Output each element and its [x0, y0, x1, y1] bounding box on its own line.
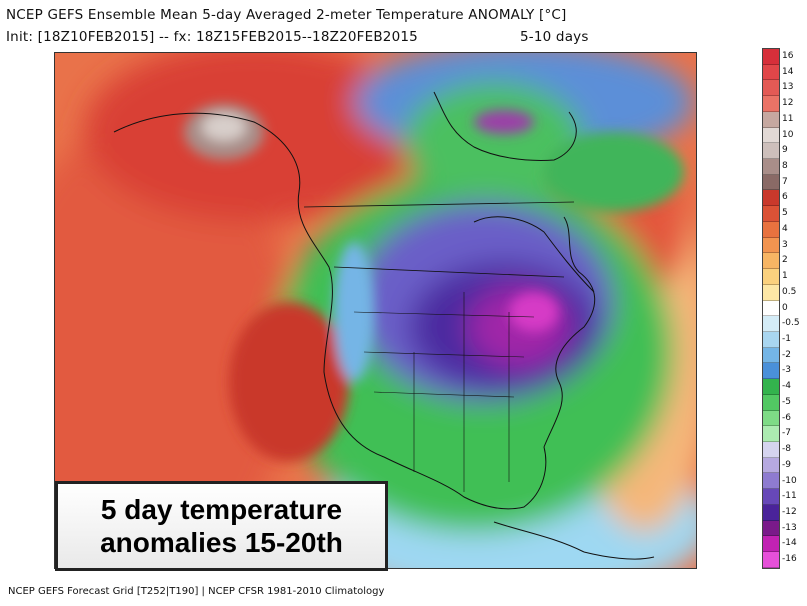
coastlines — [113, 91, 655, 560]
caption-line-1: 5 day temperature — [100, 494, 343, 525]
colorbar-tick-label: -4 — [782, 381, 791, 392]
colorbar-tick-label: -10 — [782, 475, 797, 486]
colorbar-tick-label: -6 — [782, 412, 791, 423]
colorbar-swatch — [763, 96, 779, 112]
colorbar-swatch — [763, 253, 779, 270]
colorbar-swatch — [763, 49, 779, 65]
colorbar-swatch — [763, 269, 779, 285]
colorbar-icon — [762, 48, 780, 569]
colorbar-tick-label: -5 — [782, 396, 791, 407]
colorbar-swatch — [763, 473, 779, 490]
colorbar-swatch — [763, 457, 779, 474]
colorbar-swatch — [763, 489, 779, 505]
colorbar-tick-label: -11 — [782, 491, 797, 502]
colorbar-swatch — [763, 316, 779, 332]
forecast-range: 5-10 days — [520, 29, 589, 45]
colorbar-tick-label: -1 — [782, 333, 791, 344]
map-title: NCEP GEFS Ensemble Mean 5-day Averaged 2… — [6, 7, 567, 23]
colorbar-tick-label: -3 — [782, 365, 791, 376]
colorbar-tick-label: 16 — [782, 50, 794, 61]
colorbar-swatch — [763, 552, 779, 568]
colorbar-tick-label: 6 — [782, 192, 788, 203]
colorbar-swatch — [763, 536, 779, 552]
colorbar-swatch — [763, 80, 779, 97]
init-forecast-text: Init: [18Z10FEB2015] -- fx: 18Z15FEB2015… — [6, 29, 418, 45]
colorbar-swatch — [763, 237, 779, 254]
colorbar-tick-label: 2 — [782, 255, 788, 266]
colorbar-swatch — [763, 426, 779, 442]
colorbar-tick-label: -7 — [782, 428, 791, 439]
colorbar-tick-label: 13 — [782, 82, 794, 93]
colorbar-tick-label: 5 — [782, 208, 788, 219]
colorbar-swatch — [763, 143, 779, 160]
colorbar-swatch — [763, 379, 779, 395]
colorbar-tick-label: -14 — [782, 538, 797, 549]
colorbar-swatch — [763, 347, 779, 364]
colorbar-swatch — [763, 127, 779, 144]
colorbar-tick-label: -0.5 — [782, 318, 800, 329]
colorbar-swatch — [763, 159, 779, 175]
anomaly-field — [54, 52, 697, 569]
colorbar-tick-label: -12 — [782, 506, 797, 517]
colorbar-swatch — [763, 410, 779, 427]
colorbar-tick-label: 7 — [782, 176, 788, 187]
colorbar-tick-label: 9 — [782, 145, 788, 156]
colorbar-tick-label: -9 — [782, 459, 791, 470]
footer-credit: NCEP GEFS Forecast Grid [T252|T190] | NC… — [8, 586, 385, 597]
colorbar-swatch — [763, 284, 779, 301]
colorbar-swatch — [763, 363, 779, 380]
colorbar-swatch — [763, 206, 779, 222]
colorbar-tick-label: 11 — [782, 113, 794, 124]
colorbar-swatch — [763, 300, 779, 317]
colorbar-tick-label: 10 — [782, 129, 794, 140]
colorbar-tick-label: 12 — [782, 98, 794, 109]
colorbar-tick-label: -2 — [782, 349, 791, 360]
colorbar-tick-label: 1 — [782, 271, 788, 282]
colorbar-swatch — [763, 520, 779, 537]
caption-box: 5 day temperature anomalies 15-20th — [55, 481, 388, 571]
colorbar-swatch — [763, 331, 779, 348]
colorbar-swatch — [763, 394, 779, 411]
colorbar-swatch — [763, 64, 779, 81]
colorbar-swatch — [763, 221, 779, 238]
colorbar-swatch — [763, 174, 779, 191]
colorbar-tick-label: 14 — [782, 66, 794, 77]
colorbar-swatch — [763, 441, 779, 458]
colorbar-tick-label: 0.5 — [782, 286, 797, 297]
temperature-anomaly-map — [54, 52, 697, 569]
colorbar-tick-label: -16 — [782, 554, 797, 565]
colorbar-swatch — [763, 111, 779, 128]
colorbar-tick-label: 8 — [782, 160, 788, 171]
colorbar-tick-label: -8 — [782, 444, 791, 455]
colorbar-tick-label: 0 — [782, 302, 788, 313]
map-subtitle: Init: [18Z10FEB2015] -- fx: 18Z15FEB2015… — [6, 29, 588, 45]
colorbar-swatch — [763, 504, 779, 521]
colorbar-tick-label: 4 — [782, 223, 788, 234]
colorbar-tick-label: -13 — [782, 522, 797, 533]
colorbar-swatch — [763, 190, 779, 207]
colorbar-tick-label: 3 — [782, 239, 788, 250]
caption-line-2: anomalies 15-20th — [100, 527, 343, 558]
